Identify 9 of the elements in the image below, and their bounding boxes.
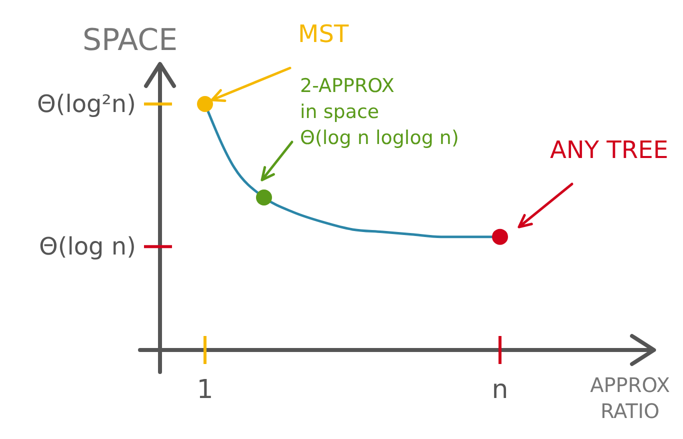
ref-line-label: Θ(log²n): [36, 90, 136, 118]
annotation: 2-APPROX in space Θ(log n loglog n): [300, 75, 459, 149]
x-tick-label: n: [492, 375, 508, 405]
x-axis-title: APPROX RATIO: [590, 373, 670, 423]
ref-line-label: Θ(log n): [38, 232, 136, 261]
x-tick-label: 1: [196, 375, 214, 405]
y-axis-title: SPACE: [82, 23, 178, 58]
text: ANY TREE: [550, 136, 668, 164]
text: MST: [298, 20, 349, 48]
